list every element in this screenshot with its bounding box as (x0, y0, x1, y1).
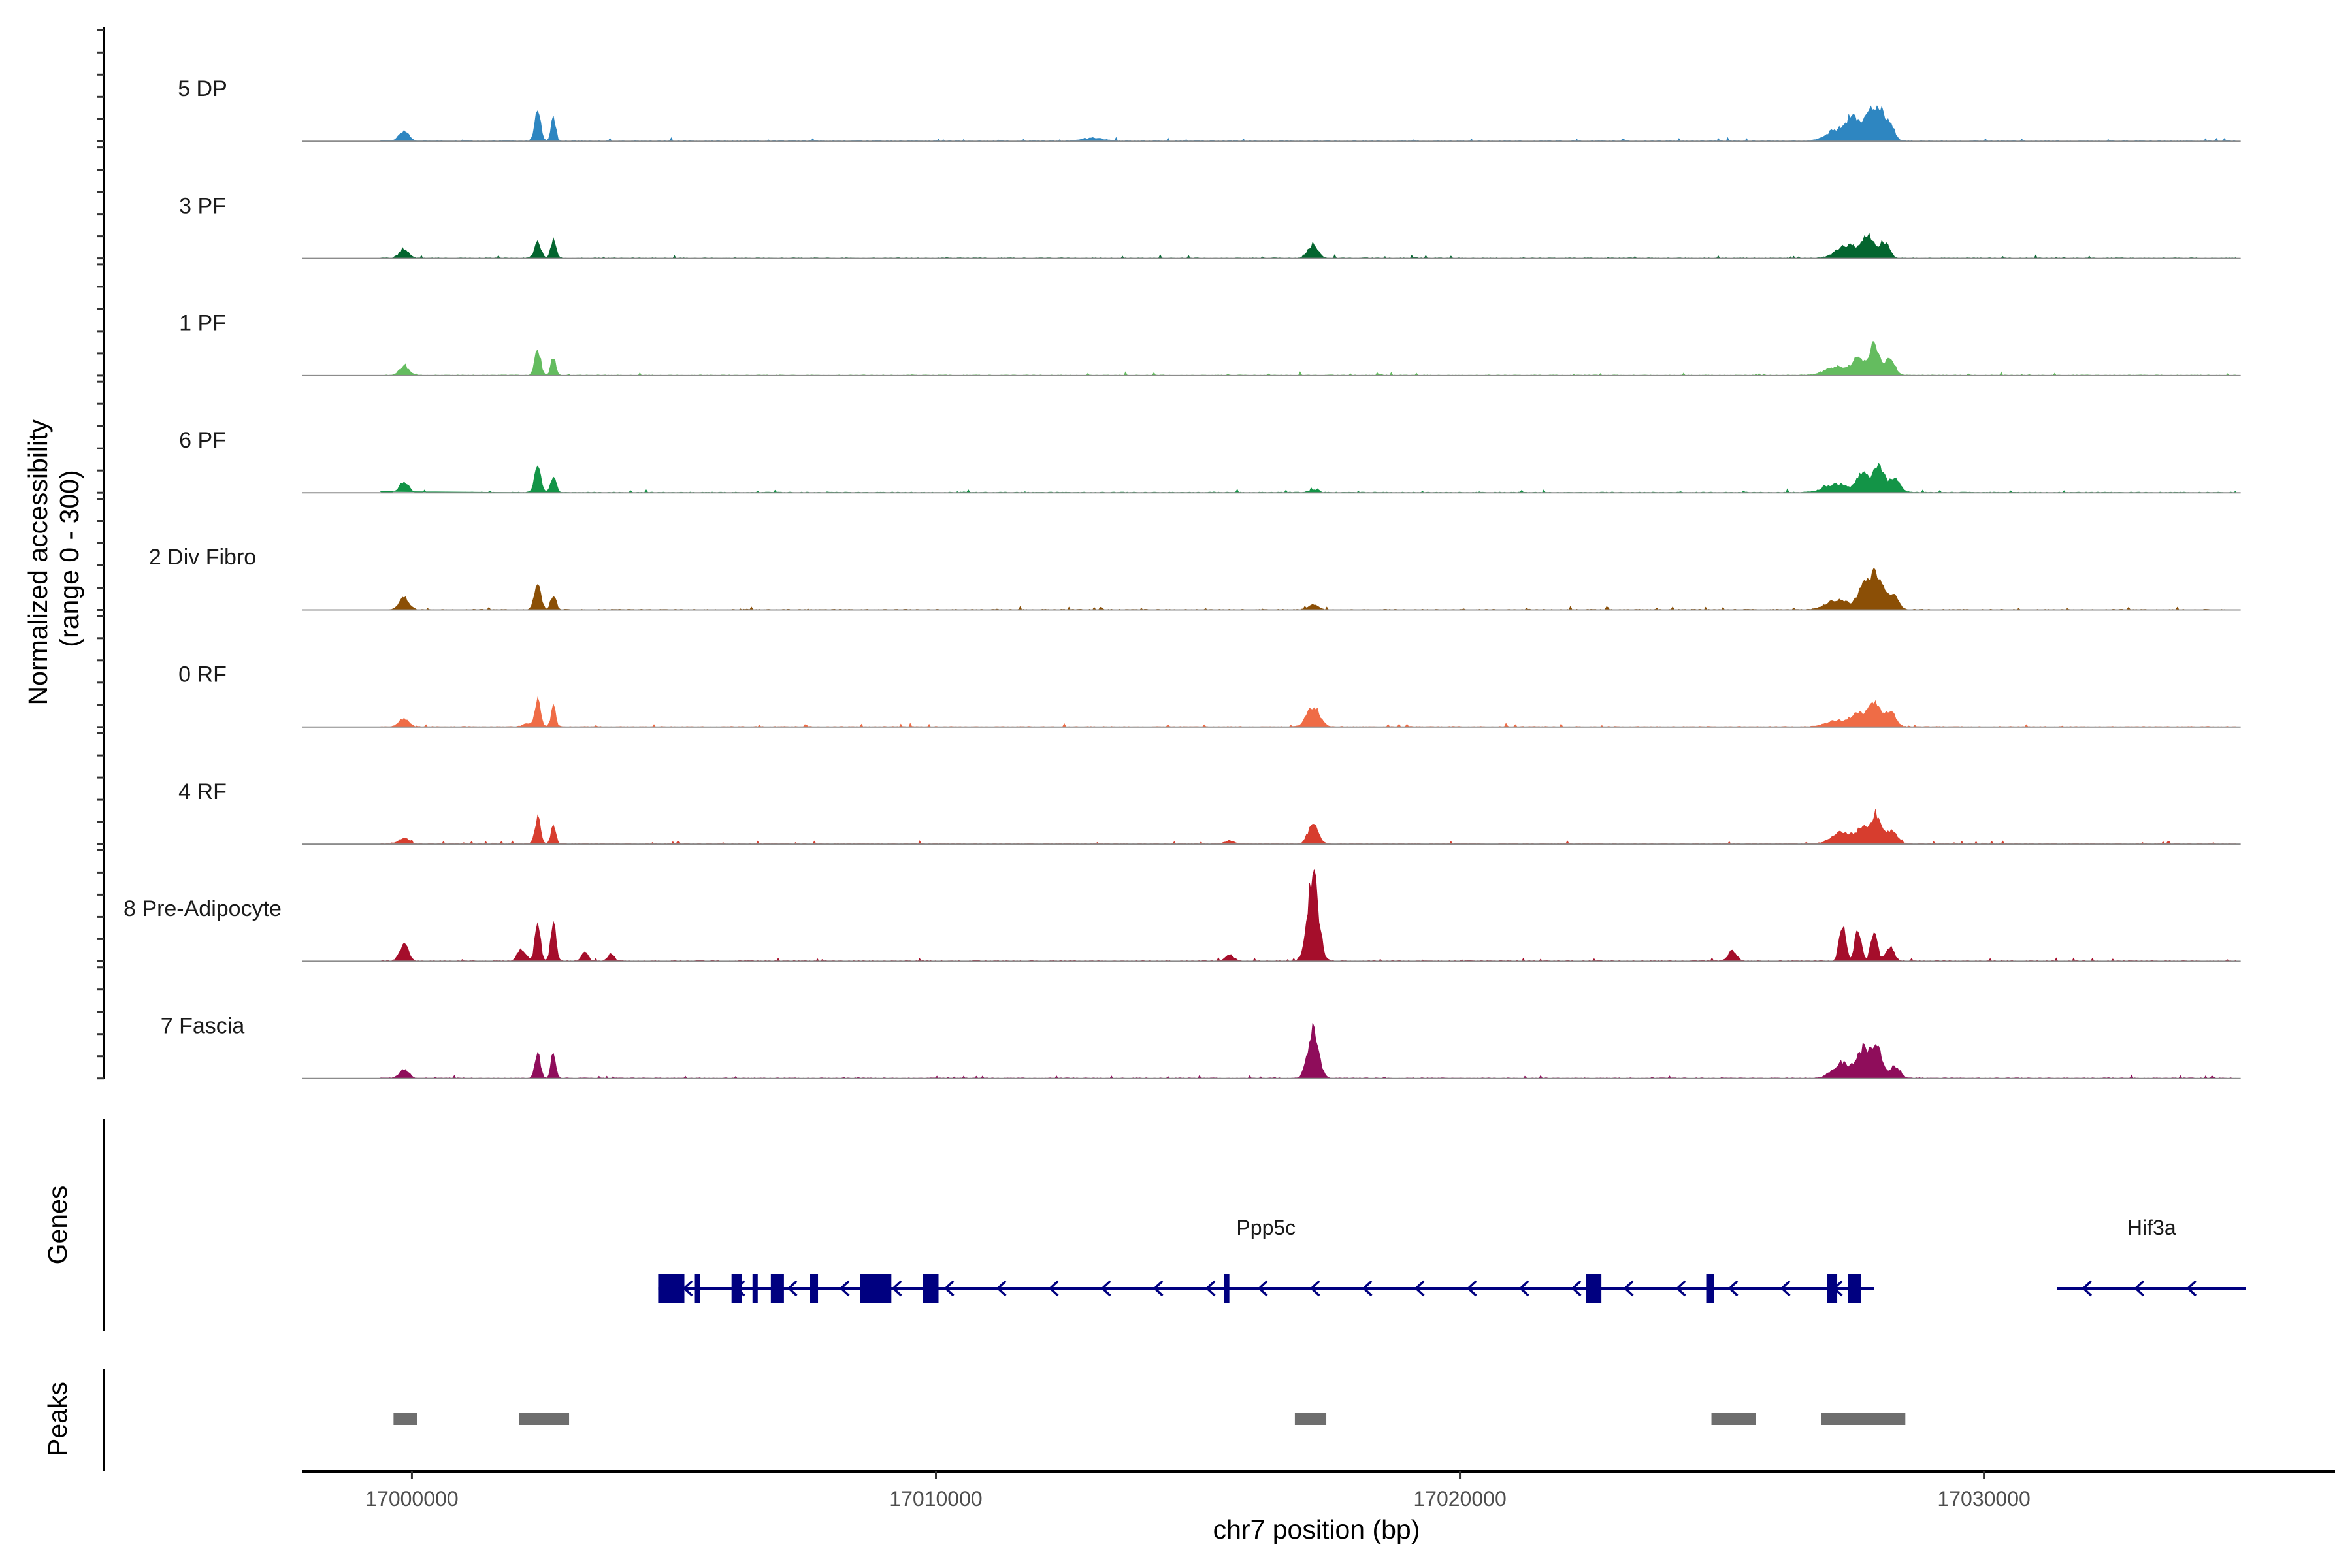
x-tick-label: 17010000 (889, 1487, 982, 1511)
coverage-area (380, 809, 2236, 845)
peak-region (1294, 1413, 1327, 1425)
coverage-area (380, 567, 2236, 610)
strand-arrow (1362, 1280, 1373, 1297)
x-tick-label: 17020000 (1413, 1487, 1506, 1511)
gene-label: Ppp5c (1236, 1216, 1296, 1239)
exon (860, 1274, 892, 1303)
track-label: 4 RF (178, 779, 227, 804)
track-8-pre-adipocyte: 8 Pre-Adipocyte (123, 869, 2241, 962)
strand-arrow (1152, 1280, 1164, 1297)
peak-region (519, 1413, 570, 1425)
track-6-pf: 6 PF (179, 428, 2241, 494)
exon (923, 1274, 939, 1303)
track-5-dp: 5 DP (178, 76, 2241, 142)
track-label: 6 PF (179, 428, 226, 453)
peaks-track (103, 1369, 1906, 1471)
peak-region (393, 1413, 417, 1425)
gene-label: Hif3a (2127, 1216, 2176, 1239)
genes-track: Ppp5c Hif3a (103, 1119, 2246, 1331)
exon (1827, 1274, 1838, 1303)
peak-region (1821, 1413, 1906, 1425)
coverage-area (380, 869, 2236, 962)
strand-arrow (1571, 1280, 1582, 1297)
x-tick-label: 17030000 (1937, 1487, 2030, 1511)
track-label: 7 Fascia (161, 1013, 245, 1038)
coverage-tracks: 5 DP 3 PF 1 PF 6 PF 2 Div Fibro 0 RF 4 RF 8 Pre… (123, 76, 2241, 1079)
exon (1848, 1274, 1861, 1303)
exon (731, 1274, 742, 1303)
track-label: 8 Pre-Adipocyte (123, 896, 282, 921)
track-label: 0 RF (178, 662, 227, 687)
coverage-area (380, 1022, 2236, 1079)
strand-arrow (1623, 1280, 1634, 1297)
track-label: 3 PF (179, 193, 226, 218)
strand-arrow (996, 1280, 1007, 1297)
strand-arrow (1780, 1280, 1791, 1297)
strand-arrow (2134, 1280, 2145, 1297)
coverage-area (380, 105, 2236, 142)
genes-track-title: Genes (42, 1186, 73, 1265)
track-label: 2 Div Fibro (149, 545, 256, 570)
track-label: 5 DP (178, 76, 227, 101)
exon (658, 1274, 685, 1303)
y-axis-title: Normalized accessibility (range 0 - 300) (23, 412, 84, 706)
track-0-rf: 0 RF (178, 662, 2241, 728)
strand-arrow (1727, 1280, 1739, 1297)
strand-arrow (787, 1280, 798, 1297)
track-1-pf: 1 PF (179, 311, 2241, 376)
strand-arrow (2082, 1280, 2093, 1297)
y-axis-title-line-2: (range 0 - 300) (54, 470, 84, 647)
strand-arrow (1309, 1280, 1320, 1297)
exon (1706, 1274, 1714, 1303)
x-axis-title: chr7 position (bp) (1213, 1514, 1420, 1544)
strand-arrow (1414, 1280, 1425, 1297)
exon (694, 1274, 700, 1303)
strand-arrow (1048, 1280, 1059, 1297)
coverage-area (380, 341, 2236, 376)
strand-arrow (839, 1280, 850, 1297)
coverage-area (380, 232, 2236, 259)
gene-hif3a: Hif3a (2057, 1216, 2246, 1297)
track-3-pf: 3 PF (179, 193, 2241, 259)
gene-ppp5c: Ppp5c (658, 1216, 1874, 1303)
strand-arrow (1675, 1280, 1686, 1297)
y-axis-title-line-1: Normalized accessibility (23, 419, 53, 705)
track-2-div-fibro: 2 Div Fibro (149, 545, 2241, 611)
strand-arrow (1100, 1280, 1111, 1297)
coverage-area (380, 696, 2236, 728)
strand-arrow (1205, 1280, 1216, 1297)
coverage-area (380, 463, 2236, 493)
strand-arrow (1518, 1280, 1529, 1297)
strand-arrow (1257, 1280, 1268, 1297)
exon (752, 1274, 758, 1303)
track-7-fascia: 7 Fascia (161, 1013, 2241, 1079)
peak-region (1711, 1413, 1756, 1425)
exon (1586, 1274, 1602, 1303)
track-4-rf: 4 RF (178, 779, 2241, 845)
track-label: 1 PF (179, 311, 226, 336)
exon (1224, 1274, 1230, 1303)
x-tick-label: 17000000 (365, 1487, 458, 1511)
peaks-track-title: Peaks (42, 1382, 73, 1456)
strand-arrow (943, 1280, 955, 1297)
x-axis: 17000000 17010000 17020000 17030000 (302, 1470, 2335, 1511)
strand-arrow (891, 1280, 902, 1297)
strand-arrow (2186, 1280, 2197, 1297)
exon (810, 1274, 819, 1303)
strand-arrow (1466, 1280, 1477, 1297)
exon (770, 1274, 784, 1303)
y-axis (97, 27, 105, 1080)
